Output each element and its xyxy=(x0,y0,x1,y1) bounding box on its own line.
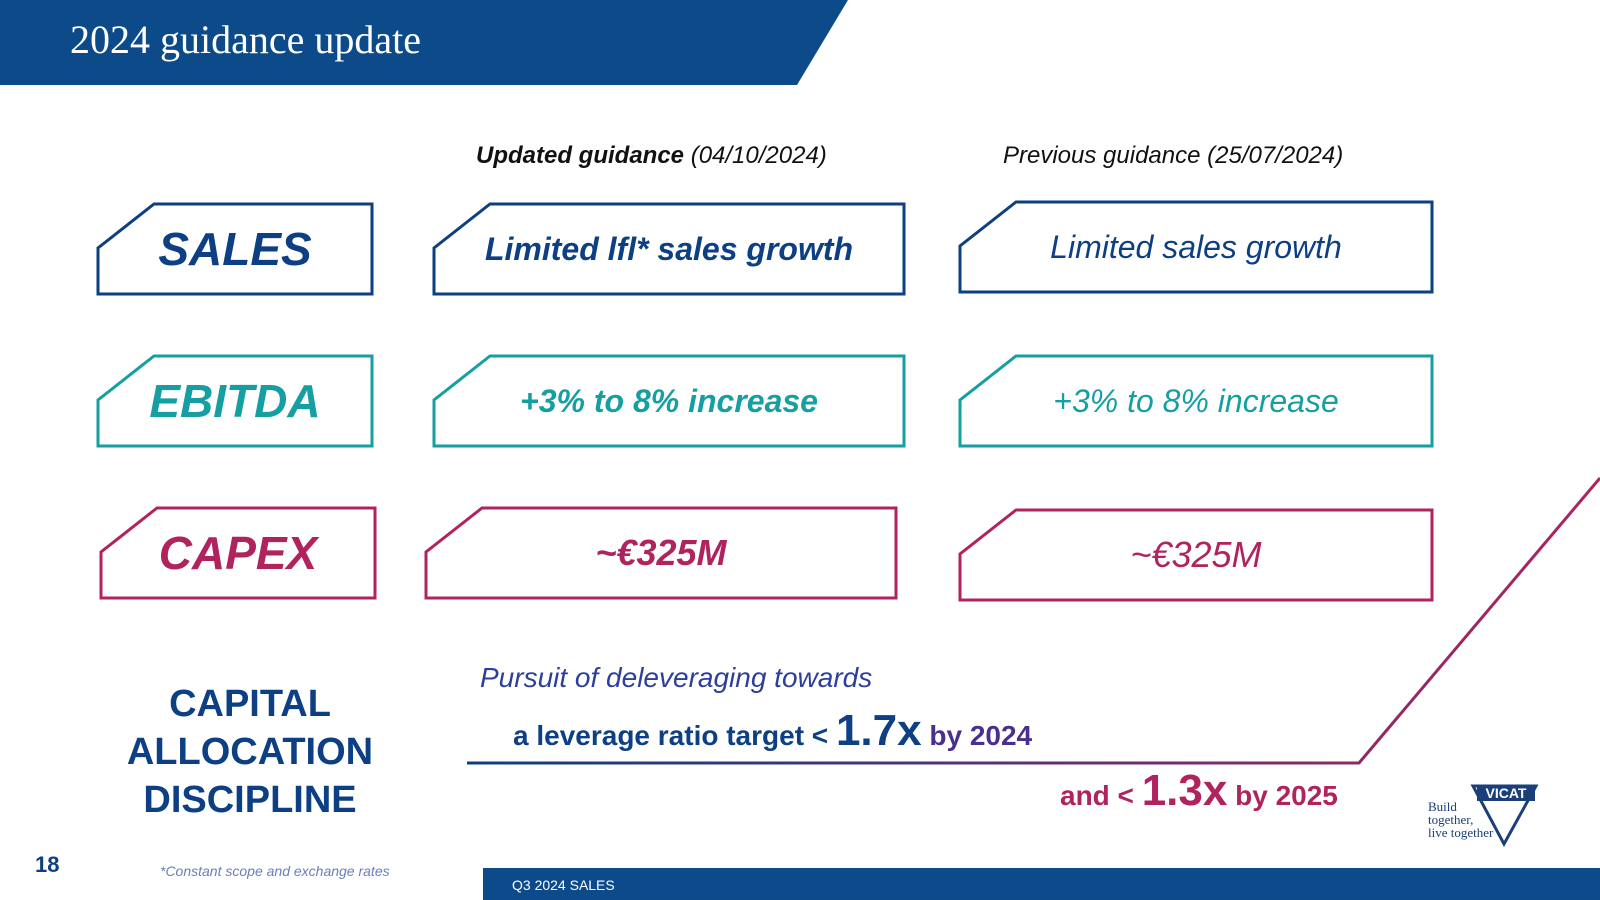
previous-guidance-header: Previous guidance (25/07/2024) xyxy=(1003,142,1344,169)
leverage-2024-suffix: by 2024 xyxy=(921,720,1033,751)
ebitda-previous-value: +3% to 8% increase xyxy=(1053,382,1339,419)
footnote: *Constant scope and exchange rates xyxy=(160,863,390,879)
capex-label-box: CAPEX xyxy=(99,506,377,600)
slogan-line-3: live together xyxy=(1428,825,1494,840)
updated-guidance-label: Updated guidance xyxy=(476,142,685,169)
capex-previous-box: ~€325M xyxy=(958,508,1434,602)
logo-slogan: Build together, live together xyxy=(1428,800,1493,839)
sales-label: SALES xyxy=(158,223,312,275)
capital-allocation-label: CAPITAL ALLOCATION DISCIPLINE xyxy=(90,680,410,824)
ebitda-label: EBITDA xyxy=(149,375,321,427)
capital-allocation-line-2: ALLOCATION xyxy=(126,731,374,773)
capex-updated-value: ~€325M xyxy=(595,532,727,573)
leverage-2025-value: 1.3x xyxy=(1141,766,1228,815)
leverage-2025-suffix: by 2025 xyxy=(1227,780,1338,811)
sales-updated-box: Limited lfl* sales growth xyxy=(432,202,906,296)
sales-previous-value: Limited sales growth xyxy=(1050,228,1342,265)
sales-label-box: SALES xyxy=(96,202,374,296)
vicat-logo: VICAT xyxy=(1470,784,1538,848)
capital-allocation-line-1: CAPITAL xyxy=(169,683,331,725)
leverage-2024-prefix: a leverage ratio target < xyxy=(513,720,836,751)
updated-guidance-header: Updated guidance (04/10/2024) xyxy=(476,142,827,170)
ebitda-label-box: EBITDA xyxy=(96,354,374,448)
capital-allocation-line-3: DISCIPLINE xyxy=(143,779,357,821)
ebitda-updated-value: +3% to 8% increase xyxy=(520,382,818,419)
ebitda-updated-box: +3% to 8% increase xyxy=(432,354,906,448)
slide-title: 2024 guidance update xyxy=(70,17,421,62)
sales-previous-box: Limited sales growth xyxy=(958,200,1434,294)
capex-previous-value: ~€325M xyxy=(1130,534,1262,575)
ebitda-previous-box: +3% to 8% increase xyxy=(958,354,1434,448)
title-banner xyxy=(0,0,848,85)
leverage-2024-value: 1.7x xyxy=(835,706,922,755)
logo-brand: VICAT xyxy=(1486,785,1527,801)
capex-label: CAPEX xyxy=(158,527,318,579)
leverage-target-2025: and < 1.3x by 2025 xyxy=(1060,766,1338,816)
updated-guidance-date: (04/10/2024) xyxy=(684,142,827,169)
footer-bar xyxy=(483,868,1600,900)
slogan-line-1: Build xyxy=(1428,799,1457,814)
page-number: 18 xyxy=(35,852,60,877)
leverage-2025-prefix: and < xyxy=(1060,780,1142,811)
footer-text: Q3 2024 SALES xyxy=(512,877,615,893)
sales-updated-value: Limited lfl* sales growth xyxy=(484,230,854,267)
deleveraging-intro: Pursuit of deleveraging towards xyxy=(480,662,873,693)
capex-updated-box: ~€325M xyxy=(424,506,898,600)
slogan-line-2: together, xyxy=(1428,812,1474,827)
leverage-target-2024: a leverage ratio target < 1.7x by 2024 xyxy=(513,706,1032,756)
